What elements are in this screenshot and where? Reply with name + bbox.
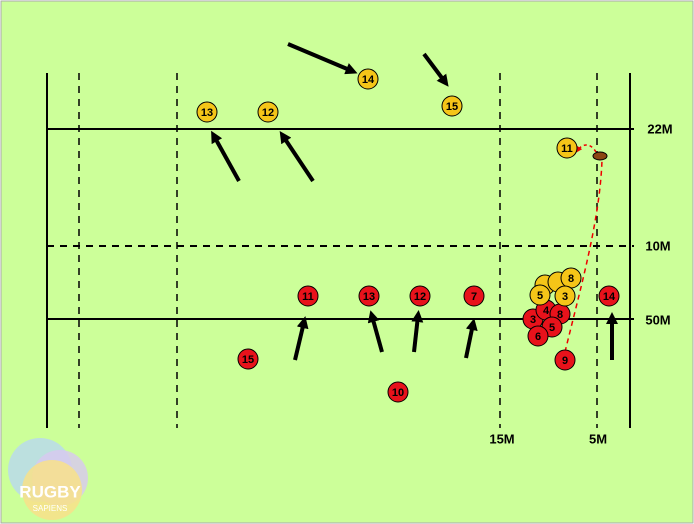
red-player [598,285,620,307]
red-player-number: 14 [603,291,616,303]
logo: RUGBY SAPIENS [8,438,88,520]
line-label: 50M [645,312,670,327]
red-player-number: 8 [557,309,563,321]
red-player [387,381,409,403]
yellow-player-number: 8 [568,273,574,285]
run-arrows [211,42,618,361]
line-label: 22M [647,121,672,136]
red-player [297,285,319,307]
yellow-player-number: 11 [561,143,573,155]
red-player [237,348,259,370]
red-player-number: 9 [562,355,568,367]
red-player-number: 13 [363,291,375,303]
red-player [463,285,485,307]
red-player-number: 10 [392,387,404,399]
kick-path [564,159,603,353]
red-player-number: 11 [302,291,314,303]
line-label: 10M [645,238,670,253]
red-player-number: 7 [471,291,477,303]
red-player [409,285,431,307]
red-player-number: 3 [530,314,536,326]
yellow-player [441,95,463,117]
ball [592,151,608,161]
yellow-player [556,137,578,159]
pass-path [576,144,597,153]
red-player-number: 15 [242,354,254,366]
yellow-player [554,285,576,307]
red-player-number: 4 [543,305,550,317]
line-label: 5M [589,431,607,446]
red-player-number: 12 [414,291,426,303]
yellow-player-number: 14 [362,74,375,86]
yellow-player-number: 3 [562,291,568,303]
yellow-player [357,68,379,90]
red-player [358,285,380,307]
logo-title: RUGBY [19,482,81,501]
red-player [554,349,576,371]
yellow-player-number: 15 [446,101,458,113]
red-player-number: 5 [549,322,555,334]
logo-subtitle: SAPIENS [33,504,68,513]
yellow-player-number: 12 [262,107,274,119]
red-player [527,325,549,347]
yellow-player [196,101,218,123]
field-lines [46,73,634,428]
yellow-player [257,101,279,123]
yellow-player [529,284,551,306]
red-player-number: 6 [535,331,541,343]
yellow-player-number: 13 [201,107,213,119]
line-label: 15M [489,431,514,446]
yellow-player-number: 5 [537,290,543,302]
